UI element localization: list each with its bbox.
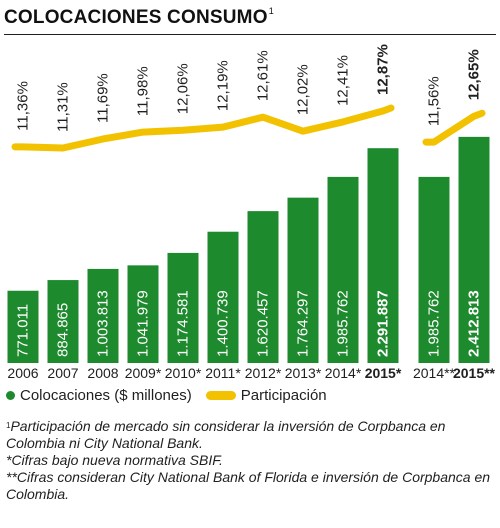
chart-title-text: COLOCACIONES CONSUMO <box>4 7 268 28</box>
category-label-0-4: 2010* <box>165 365 202 381</box>
legend-line-marker <box>205 390 236 400</box>
participation-label-0-1: 11,31% <box>55 82 72 132</box>
footnote-3-text: **Cifras consideran City National Bank o… <box>6 469 491 502</box>
category-label-1-1: 2015** <box>453 365 496 381</box>
footnote-1-mark: 1 <box>6 421 11 430</box>
participation-label-0-8: 12,41% <box>335 55 352 106</box>
category-label-0-5: 2011* <box>205 365 241 381</box>
participation-label-0-7: 12,02% <box>295 64 312 115</box>
bar-0-1 <box>47 280 79 363</box>
bar-0-3 <box>127 265 159 363</box>
bars-layer <box>7 136 490 363</box>
footnotes: 1Participación de mercado sin considerar… <box>6 418 494 503</box>
bar-value-label-0-9: 2.291.887 <box>375 290 392 357</box>
legend-line-label: Participación <box>240 386 327 404</box>
participation-label-0-0: 11,36% <box>15 81 32 131</box>
bar-value-labels-layer: 771.011 884.865 1.003.813 1.041.979 1.174.58… <box>15 290 483 357</box>
category-label-0-3: 2009* <box>125 365 162 381</box>
bar-0-7 <box>287 197 319 363</box>
chart-legend: Colocaciones ($ millones) Participación <box>6 384 327 406</box>
category-label-0-7: 2013* <box>285 365 322 381</box>
bar-value-label-0-7: 1.764.297 <box>295 290 312 357</box>
bar-1-0 <box>418 176 450 363</box>
participation-line-1 <box>422 109 486 146</box>
bar-value-label-1-1: 2.412.813 <box>466 290 483 357</box>
participation-label-0-4: 12,06% <box>175 63 192 114</box>
bar-0-8 <box>327 176 359 363</box>
bar-0-4 <box>167 252 199 363</box>
bar-value-label-1-0: 1.985.762 <box>426 290 443 357</box>
participation-line-0 <box>11 104 395 152</box>
legend-bar-label: Colocaciones ($ millones) <box>20 386 192 404</box>
footnote-2: *Cifras bajo nueva normativa SBIF. <box>6 452 494 469</box>
chart-canvas: 11,36% 11,31% 11,69% 11,98% 12,06% 12,19% 12,6… <box>7 44 495 381</box>
participation-label-0-5: 12,19% <box>215 60 232 111</box>
bar-0-9 <box>367 148 399 363</box>
participation-label-1-1: 12,65% <box>466 49 483 100</box>
bar-value-label-0-8: 1.985.762 <box>335 290 352 357</box>
bar-0-2 <box>87 268 119 363</box>
bar-0-5 <box>207 231 239 363</box>
footnote-1-text: Participación de mercado sin considerar … <box>6 418 446 451</box>
percent-labels-layer: 11,36% 11,31% 11,69% 11,98% 12,06% 12,19% 12,6… <box>15 44 483 132</box>
category-label-0-8: 2014* <box>325 365 362 381</box>
bar-value-label-0-6: 1.620.457 <box>255 290 272 357</box>
footnote-1: 1Participación de mercado sin considerar… <box>6 418 494 452</box>
bar-value-label-0-2: 1.003.813 <box>95 290 112 357</box>
category-label-0-2: 2008 <box>87 365 118 381</box>
participation-label-1-0: 11,56% <box>426 76 443 126</box>
bar-1-1 <box>458 136 490 363</box>
category-label-0-1: 2007 <box>47 365 78 381</box>
bar-value-label-0-4: 1.174.581 <box>175 290 192 357</box>
participation-label-0-3: 11,98% <box>135 66 152 116</box>
footnote-3: **Cifras consideran City National Bank o… <box>6 469 494 503</box>
bar-value-label-0-0: 771.011 <box>15 304 32 357</box>
category-labels-layer: 2006 2007 2008 2009* 2010* 2011* 2012* 2013* 201… <box>7 365 495 381</box>
bar-value-label-0-3: 1.041.979 <box>135 290 152 357</box>
bar-0-6 <box>247 211 279 363</box>
footnote-2-text: *Cifras bajo nueva normativa SBIF. <box>6 452 223 468</box>
category-label-0-0: 2006 <box>7 365 38 381</box>
chart-title: COLOCACIONES CONSUMO1 <box>4 6 274 29</box>
bar-value-label-0-1: 884.865 <box>55 303 72 357</box>
participation-label-0-6: 12,61% <box>255 50 272 101</box>
participation-label-0-9: 12,87% <box>375 44 392 95</box>
participation-label-0-2: 11,69% <box>95 73 112 123</box>
category-label-0-6: 2012* <box>245 365 282 381</box>
line-layer <box>11 104 486 152</box>
title-divider <box>4 34 496 35</box>
bar-0-0 <box>7 290 39 363</box>
bar-value-label-0-5: 1.400.739 <box>215 290 232 357</box>
category-label-1-0: 2014** <box>413 365 456 381</box>
legend-bar-marker <box>6 390 15 400</box>
chart-title-footnote-mark: 1 <box>268 6 274 16</box>
category-label-0-9: 2015* <box>365 365 402 381</box>
